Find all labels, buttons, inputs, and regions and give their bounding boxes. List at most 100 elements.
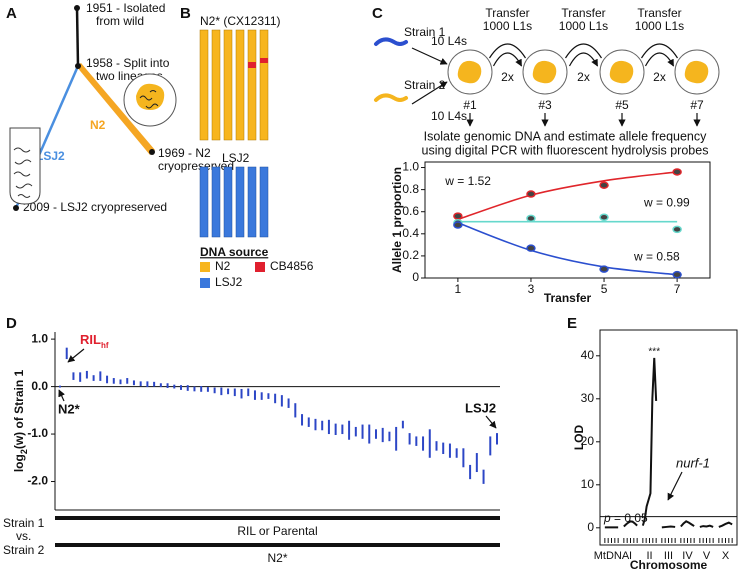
- x-tick-label: II: [646, 550, 652, 562]
- panel-label: E: [567, 315, 577, 332]
- y-tick-label: 30: [581, 391, 595, 405]
- annotation: N2*: [58, 401, 81, 416]
- x-tick-label: MtDNA: [594, 550, 630, 562]
- fold-label: 2x: [501, 70, 514, 84]
- arrow: [58, 389, 65, 402]
- plate-label: #3: [538, 98, 552, 112]
- panel-label: C: [372, 5, 383, 22]
- arrow: [485, 415, 497, 429]
- node: [74, 5, 80, 11]
- comparison-label: Strain 2: [3, 543, 45, 557]
- y-tick-label: 0: [587, 520, 594, 534]
- transfer-arrow: [644, 52, 675, 67]
- transfer-arrow: [488, 43, 527, 59]
- legend-label: CB4856: [270, 259, 314, 273]
- strain-label: Strain 1: [404, 25, 446, 39]
- y-axis-label: LOD: [572, 425, 586, 451]
- x-tick-label: I: [629, 550, 632, 562]
- plate-label: #1: [463, 98, 477, 112]
- strain-bar-label: N2*: [267, 551, 287, 565]
- arrow: [411, 81, 448, 105]
- x-axis-label: Transfer: [544, 291, 592, 305]
- transfer-label: Transfer: [561, 6, 605, 20]
- data-point: [599, 213, 609, 221]
- gene-label: nurf-1: [676, 455, 710, 470]
- chromosome: [199, 29, 209, 141]
- chromosome: [211, 29, 221, 141]
- data-point: [526, 244, 536, 252]
- lineage-label: N2: [90, 118, 106, 132]
- bacteria-lawn: [609, 60, 634, 84]
- data-point: [672, 225, 682, 234]
- transfer-arrow: [564, 43, 603, 59]
- arrow: [67, 348, 85, 363]
- data-point: [599, 265, 609, 273]
- y-axis-label: Allele 1 proportion: [390, 167, 404, 273]
- legend-label: N2: [215, 259, 231, 273]
- transfer-label: Transfer: [637, 6, 681, 20]
- strain-bar-label: RIL or Parental: [237, 524, 317, 538]
- annotation: LSJ2: [465, 400, 496, 415]
- chromosome: [223, 29, 233, 141]
- y-tick-label: 0.2: [402, 248, 419, 262]
- strain-label: Strain 2: [404, 78, 446, 92]
- n2-lineage: [76, 63, 155, 155]
- panel-label: B: [180, 5, 191, 22]
- event: 1969 - N2: [158, 146, 211, 160]
- y-axis-label-part: log: [12, 454, 26, 472]
- data-point: [526, 214, 536, 223]
- plot-frame: [599, 329, 738, 546]
- x-tick-label: X: [722, 550, 730, 562]
- input-label: 10 L4s: [431, 34, 467, 48]
- fit-curve: [457, 171, 678, 221]
- peak-label: ***: [648, 347, 660, 358]
- annotation-part: hf: [101, 341, 109, 350]
- introgression: [248, 62, 256, 68]
- panel-label: A: [6, 5, 17, 22]
- node: [13, 205, 19, 211]
- threshold-label: p = 0.05: [603, 511, 648, 525]
- caption: Isolate genomic DNA and estimate allele …: [424, 129, 708, 143]
- bacteria-lawn: [532, 60, 557, 84]
- panel-label: D: [6, 315, 17, 332]
- lod-trace: [623, 520, 638, 528]
- data-point: [453, 212, 463, 220]
- chromosome: [235, 166, 245, 238]
- transfer-label: Transfer: [485, 6, 529, 20]
- chromosome: [247, 166, 257, 238]
- data-point: [672, 270, 682, 279]
- worms: [13, 147, 33, 198]
- lod-trace: [661, 525, 676, 529]
- y-tick-label: 0.4: [402, 226, 419, 240]
- series-label: w = 1.52: [444, 174, 491, 188]
- y-tick-label: -1.0: [27, 426, 48, 440]
- annotation-part: RIL: [80, 332, 101, 347]
- data-point: [526, 190, 536, 198]
- transfer-arrow: [640, 43, 679, 59]
- transfer-label: 1000 L1s: [483, 19, 532, 33]
- y-tick-label: 10: [581, 477, 595, 491]
- transfer-arrow: [568, 52, 599, 67]
- lod-trace: [718, 521, 733, 528]
- transfer-label: 1000 L1s: [559, 19, 608, 33]
- x-axis-label: Chromosome: [630, 558, 708, 572]
- strain-label: N2* (CX12311): [200, 14, 280, 28]
- arrow: [411, 47, 448, 65]
- legend-label: LSJ2: [215, 275, 243, 289]
- chromosome: [259, 29, 269, 141]
- arrow: [667, 471, 683, 501]
- plate-label: #5: [615, 98, 629, 112]
- data-point: [599, 181, 609, 189]
- x-tick-label: 7: [674, 282, 681, 296]
- bacteria-lawn: [684, 60, 709, 84]
- fold-label: 2x: [653, 70, 666, 84]
- plot-frame: [424, 161, 711, 279]
- bacteria-lawn: [136, 83, 165, 110]
- y-axis-label: log2(w) of Strain 1: [12, 370, 29, 473]
- x-tick-label: IV: [682, 550, 693, 562]
- y-tick-label: 40: [581, 348, 595, 362]
- data-point: [453, 221, 463, 229]
- legend-swatch: [255, 262, 265, 272]
- lod-trace: [641, 357, 658, 526]
